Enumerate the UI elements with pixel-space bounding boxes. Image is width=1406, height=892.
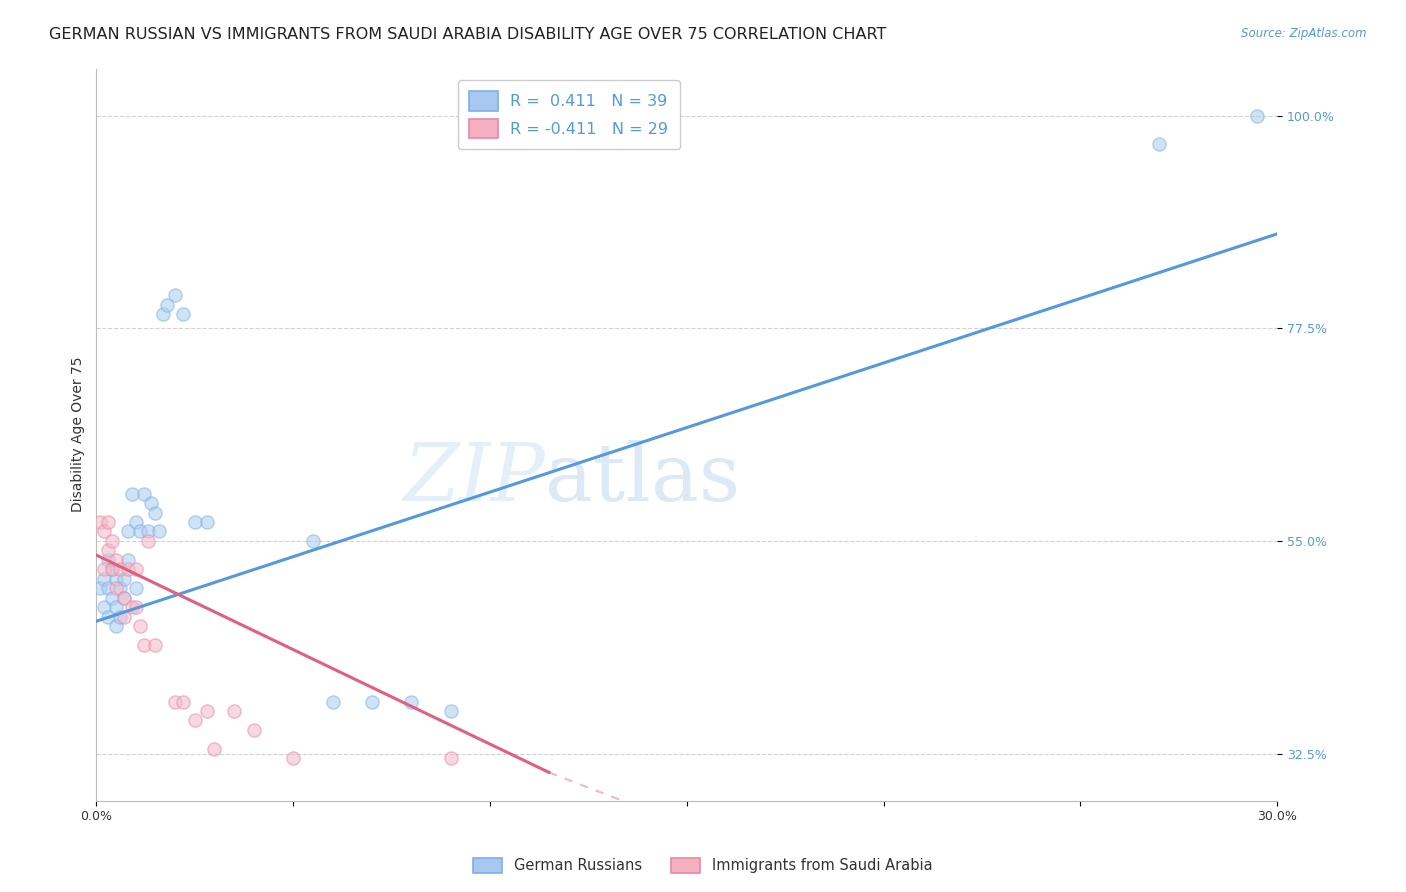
- Point: [439, 751, 461, 765]
- Point: [128, 619, 150, 633]
- Legend: German Russians, Immigrants from Saudi Arabia: German Russians, Immigrants from Saudi A…: [465, 850, 941, 880]
- Point: [89, 581, 111, 595]
- Point: [136, 524, 159, 539]
- Point: [172, 307, 194, 321]
- Point: [89, 515, 111, 529]
- Point: [283, 751, 305, 765]
- Point: [97, 581, 120, 595]
- Point: [136, 533, 159, 548]
- Point: [117, 553, 139, 567]
- Point: [243, 723, 266, 737]
- Point: [321, 694, 343, 708]
- Point: [112, 609, 135, 624]
- Point: [112, 572, 135, 586]
- Point: [141, 496, 163, 510]
- Point: [97, 553, 120, 567]
- Point: [97, 515, 120, 529]
- Point: [101, 591, 124, 605]
- Y-axis label: Disability Age Over 75: Disability Age Over 75: [72, 357, 86, 512]
- Point: [360, 694, 382, 708]
- Point: [108, 609, 131, 624]
- Point: [145, 638, 167, 652]
- Point: [112, 591, 135, 605]
- Point: [105, 572, 128, 586]
- Point: [184, 714, 207, 728]
- Point: [93, 562, 115, 576]
- Point: [93, 600, 115, 615]
- Point: [148, 524, 170, 539]
- Point: [301, 533, 323, 548]
- Point: [125, 515, 148, 529]
- Text: GERMAN RUSSIAN VS IMMIGRANTS FROM SAUDI ARABIA DISABILITY AGE OVER 75 CORRELATIO: GERMAN RUSSIAN VS IMMIGRANTS FROM SAUDI …: [49, 27, 887, 42]
- Point: [204, 741, 226, 756]
- Point: [108, 581, 131, 595]
- Point: [156, 298, 179, 312]
- Point: [184, 515, 207, 529]
- Text: Source: ZipAtlas.com: Source: ZipAtlas.com: [1241, 27, 1367, 40]
- Legend: R =  0.411   N = 39, R = -0.411   N = 29: R = 0.411 N = 39, R = -0.411 N = 29: [458, 80, 679, 150]
- Point: [101, 562, 124, 576]
- Point: [132, 486, 155, 500]
- Point: [125, 581, 148, 595]
- Point: [101, 562, 124, 576]
- Text: ZIP: ZIP: [404, 440, 546, 517]
- Point: [1246, 109, 1268, 123]
- Point: [97, 609, 120, 624]
- Point: [117, 562, 139, 576]
- Point: [125, 600, 148, 615]
- Point: [112, 591, 135, 605]
- Point: [121, 600, 143, 615]
- Point: [195, 704, 218, 718]
- Point: [152, 307, 174, 321]
- Point: [399, 694, 422, 708]
- Point: [172, 694, 194, 708]
- Point: [105, 600, 128, 615]
- Point: [101, 533, 124, 548]
- Point: [121, 486, 143, 500]
- Point: [93, 524, 115, 539]
- Point: [224, 704, 246, 718]
- Point: [105, 553, 128, 567]
- Point: [108, 562, 131, 576]
- Point: [165, 694, 187, 708]
- Text: atlas: atlas: [546, 440, 740, 517]
- Point: [93, 572, 115, 586]
- Point: [105, 581, 128, 595]
- Point: [117, 524, 139, 539]
- Point: [125, 562, 148, 576]
- Point: [165, 288, 187, 302]
- Point: [105, 619, 128, 633]
- Point: [128, 524, 150, 539]
- Point: [145, 506, 167, 520]
- Point: [195, 515, 218, 529]
- Point: [97, 543, 120, 558]
- Point: [132, 638, 155, 652]
- Point: [439, 704, 461, 718]
- Point: [1147, 137, 1170, 152]
